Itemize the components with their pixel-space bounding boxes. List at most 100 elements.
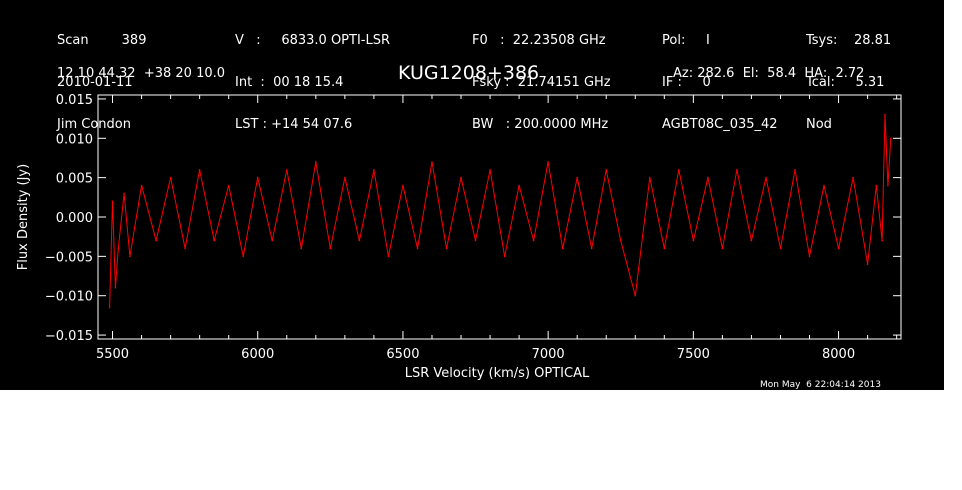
spectrum-point: [300, 247, 303, 250]
spectrum-point: [242, 255, 244, 258]
sky-frequency: Fsky : 21.74151 GHz: [472, 75, 611, 90]
tsys-value: Tsys: 28.81: [806, 33, 892, 48]
spectrum-point: [286, 169, 288, 171]
spectrum-chart: 5500 6000 6500 7000 7500 8000 −0.015 −0.010 −0.0…: [16, 93, 902, 381]
spectrum-point: [213, 239, 215, 242]
velocity-info-block: V : 6833.0 OPTI-LSR Int : 00 18 15.4 LST…: [235, 6, 390, 160]
spectrum-point: [736, 169, 738, 171]
velocity-value: V : 6833.0 OPTI-LSR: [235, 33, 391, 48]
spectrum-point: [890, 137, 892, 140]
y-tick-label: −0.010: [45, 290, 93, 305]
spectrum-point: [198, 169, 201, 171]
y-tick-label: −0.015: [45, 329, 93, 344]
spectrum-point: [117, 247, 120, 250]
spectrum-point: [779, 247, 782, 250]
spectrum-point: [765, 176, 767, 179]
spectrum-point: [431, 161, 433, 163]
spectrum-point: [794, 169, 796, 171]
spectrum-point: [344, 176, 346, 179]
project-id: AGBT08C_035_42: [662, 117, 778, 132]
spectrum-point: [634, 294, 637, 297]
spectrum-point: [474, 239, 477, 242]
bandwidth: BW : 200.0000 MHz: [472, 117, 609, 132]
spectrum-point: [227, 184, 230, 187]
spectrum-point: [503, 255, 506, 258]
x-tick-label: 6500: [386, 347, 419, 362]
x-tick-label: 8000: [822, 347, 855, 362]
spectrum-point: [649, 176, 651, 179]
plot-frame: [97, 94, 902, 340]
spectrum-point: [678, 169, 680, 171]
integration-time: Int : 00 18 15.4: [235, 75, 344, 90]
spectrum-point: [329, 247, 332, 250]
spectrum-point: [169, 176, 172, 179]
x-axis-label: LSR Velocity (km/s) OPTICAL: [405, 366, 590, 381]
spectrum-point: [692, 239, 695, 242]
spectrum-point: [155, 239, 157, 242]
spectrum-point: [256, 176, 259, 179]
x-tick-label: 7500: [677, 347, 710, 362]
spectrum-point: [721, 247, 724, 250]
spectrum-point: [619, 239, 622, 242]
y-tick-label: 0.000: [56, 211, 93, 226]
spectrum-point: [590, 247, 593, 250]
spectrum-point: [808, 255, 811, 258]
spectrum-point: [111, 200, 114, 203]
spectrum-point: [358, 239, 361, 242]
spectrum-point: [576, 176, 578, 179]
source-coordinates: 12 10 44.32 +38 20 10.0: [57, 66, 226, 81]
spectrum-point: [707, 176, 709, 179]
spectrum-panel: Scan 389 2010-01-11 Jim Condon V : 6833.…: [0, 0, 944, 390]
if-number: IF : 0: [662, 75, 711, 90]
x-tick-label: 7000: [532, 347, 565, 362]
spectrum-point: [518, 184, 520, 187]
spectrum-point: [852, 176, 854, 179]
spectrum-point: [373, 169, 375, 171]
spectrum-point: [108, 306, 111, 309]
y-axis-label: Flux Density (Jy): [16, 164, 31, 270]
spectrum-point: [837, 247, 840, 250]
y-tick-label: 0.015: [56, 93, 93, 108]
scan-info-block: Scan 389 2010-01-11 Jim Condon: [57, 6, 146, 160]
spectrum-point: [114, 287, 117, 289]
spectrum-point: [532, 239, 535, 242]
spectrum-point: [489, 169, 491, 171]
spectrum-point: [875, 184, 878, 187]
frequency-info-block: F0 : 22.23508 GHz Fsky : 21.74151 GHz BW…: [472, 6, 611, 160]
spectrum-point: [445, 247, 448, 250]
plot-timestamp: Mon May 6 22:04:14 2013: [760, 380, 881, 390]
spectrum-point: [140, 184, 143, 187]
procedure-name: Nod: [806, 117, 832, 132]
rest-frequency: F0 : 22.23508 GHz: [472, 33, 606, 48]
spectrum-point: [402, 184, 404, 187]
spectrum-point: [884, 113, 886, 116]
spectrum-point: [123, 192, 125, 195]
spectrum-point: [561, 247, 564, 250]
polarization-info-block: Pol: I IF : 0 AGBT08C_035_42: [662, 6, 778, 160]
spectrum-point: [663, 247, 666, 250]
observation-date: 2010-01-11: [57, 75, 133, 90]
az-el-ha: Az: 282.6 El: 58.4 HA: 2.72: [673, 66, 865, 81]
spectrum-point: [750, 239, 753, 242]
spectrum-point: [866, 263, 869, 266]
spectrum-point: [823, 184, 825, 187]
spectrum-point: [387, 255, 390, 258]
polarization: Pol: I: [662, 33, 710, 48]
spectrum-point: [129, 255, 131, 258]
x-tick-label: 5500: [96, 347, 129, 362]
y-tick-label: −0.005: [45, 250, 93, 265]
spectrum-point: [887, 184, 889, 187]
spectrum-point: [547, 161, 549, 163]
system-info-block: Tsys: 28.81 Tcal: 5.31 Nod: [806, 6, 891, 160]
spectrum-point: [881, 239, 883, 242]
source-name: KUG1208+386: [398, 62, 540, 84]
spectrum-point: [416, 247, 419, 250]
spectrum-trace: [109, 114, 892, 308]
spectrum-point: [315, 161, 317, 163]
spectrum-point: [605, 169, 607, 171]
observer-name: Jim Condon: [57, 117, 131, 132]
spectrum-point: [184, 247, 186, 250]
scan-number: Scan 389: [57, 33, 147, 48]
x-tick-label: 6000: [241, 347, 274, 362]
spectrum-point: [460, 176, 462, 179]
